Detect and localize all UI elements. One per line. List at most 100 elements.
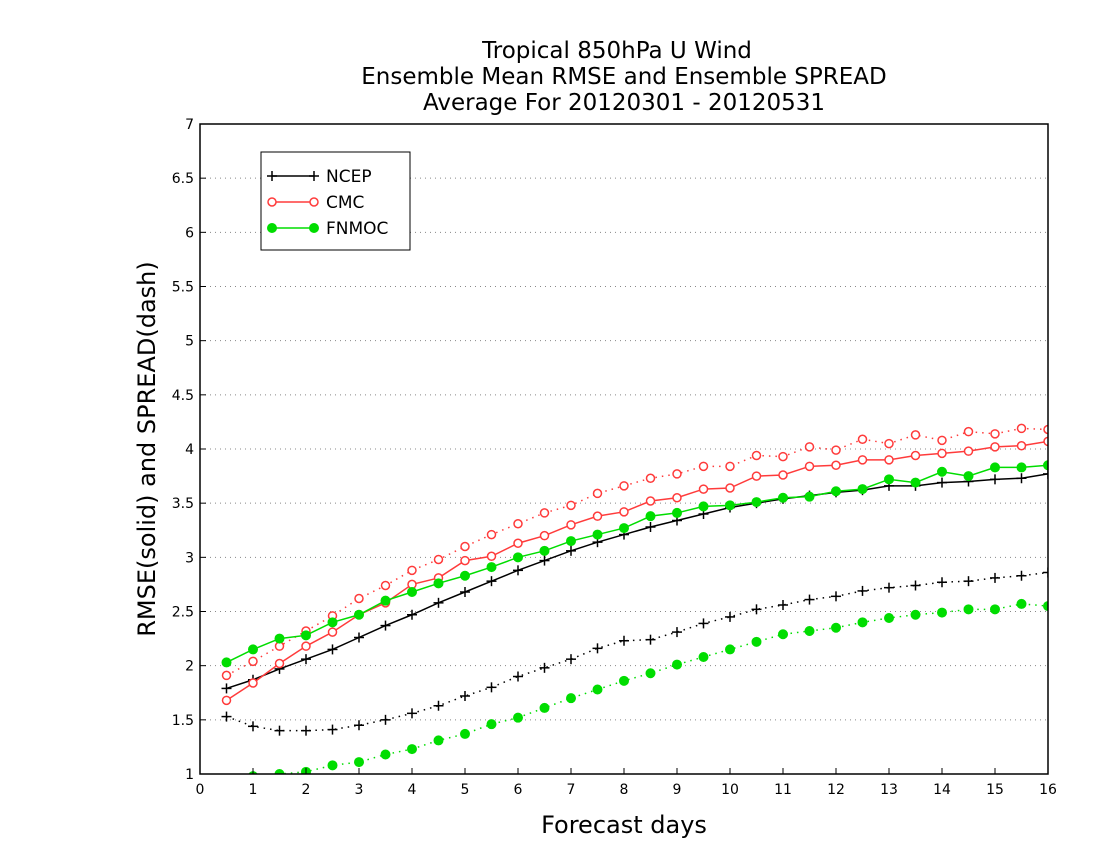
series-fnmoc-spread-point xyxy=(539,702,550,713)
series-fnmoc-spread-point xyxy=(407,744,417,755)
series-fnmoc-rmse-point xyxy=(460,570,470,581)
series-fnmoc-rmse-point xyxy=(248,644,258,655)
series-fnmoc-spread-point xyxy=(592,684,603,695)
series-ncep-spread-point xyxy=(698,618,709,629)
series-ncep-rmse-point xyxy=(327,644,338,655)
series-cmc-spread-point xyxy=(672,469,682,479)
series-cmc-spread-point xyxy=(910,430,921,440)
axis-ticks: 11.522.533.544.555.566.570 1 2 3 4 5 6 7 8 9 10 11 1… xyxy=(172,117,1057,798)
series-cmc-spread-point xyxy=(725,461,735,472)
series-ncep-rmse-point xyxy=(990,474,1000,485)
series-fnmoc-spread-point xyxy=(857,617,868,628)
y-tick-label: 6 xyxy=(185,225,194,241)
x-tick-label: 11 xyxy=(774,782,792,798)
series-fnmoc-rmse-point xyxy=(301,630,311,641)
series-fnmoc-rmse-point xyxy=(804,491,815,502)
chart-title-line-1: Tropical 850hPa U Wind xyxy=(481,38,752,64)
series-cmc-rmse-point xyxy=(1016,441,1027,451)
y-tick-label: 3.5 xyxy=(172,496,194,512)
series-ncep-spread-point xyxy=(910,580,921,591)
series-fnmoc-spread-point xyxy=(274,769,285,774)
series-cmc-rmse-point xyxy=(778,470,788,480)
series-ncep-spread-point xyxy=(990,572,1000,583)
series-cmc-spread-point xyxy=(857,434,868,444)
series-fnmoc-spread-point xyxy=(619,675,629,686)
series-ncep-spread-point xyxy=(221,711,232,722)
chart-title-line-3: Average For 20120301 - 20120531 xyxy=(423,90,825,116)
series-ncep-rmse-point xyxy=(433,597,444,608)
series-cmc-spread-point xyxy=(990,429,1000,439)
series-ncep-rmse-point xyxy=(513,565,523,576)
series-ncep-rmse-point xyxy=(1016,473,1027,484)
series-fnmoc-spread-point xyxy=(354,757,364,768)
series-cmc-spread-point xyxy=(778,451,788,462)
series-ncep-spread-point xyxy=(513,671,523,682)
series-cmc-rmse-point xyxy=(672,493,682,503)
y-tick-label: 1.5 xyxy=(172,713,194,729)
series-cmc-rmse-point xyxy=(910,450,921,461)
series-cmc-spread-point xyxy=(645,473,656,483)
series-fnmoc-rmse-point xyxy=(725,500,735,511)
legend-label-fnmoc: FNMOC xyxy=(326,219,388,239)
series-cmc-spread-point xyxy=(1043,424,1048,435)
series-cmc-spread-point xyxy=(619,481,629,491)
series-ncep-spread-point xyxy=(619,635,629,646)
series-fnmoc-spread-point xyxy=(804,626,815,636)
series-cmc-rmse-point xyxy=(937,448,947,459)
series-fnmoc-rmse-point xyxy=(672,507,682,518)
series-fnmoc-spread-point xyxy=(963,604,974,615)
series-cmc-rmse-point xyxy=(1043,436,1048,447)
series-ncep-spread-point xyxy=(857,585,868,596)
series-cmc-spread-point xyxy=(539,508,550,518)
series-fnmoc-rmse-point xyxy=(619,523,629,534)
series-ncep-spread-point xyxy=(380,714,391,725)
series-fnmoc-spread-point xyxy=(645,668,656,679)
series-fnmoc-rmse-point xyxy=(884,474,894,485)
series-cmc-spread-point xyxy=(221,670,232,681)
series-fnmoc-rmse-line xyxy=(226,464,1048,664)
series-fnmoc-rmse-point xyxy=(1016,462,1027,473)
series-ncep-spread-point xyxy=(751,604,762,615)
series-fnmoc-rmse-point xyxy=(937,466,947,477)
series-fnmoc-rmse-point xyxy=(1043,460,1048,471)
series-ncep-spread-point xyxy=(486,682,497,693)
series-ncep-spread-point xyxy=(645,634,656,645)
series-fnmoc-rmse-point xyxy=(910,477,921,488)
series-ncep-spread-point xyxy=(539,662,550,673)
series-ncep-spread-point xyxy=(725,611,735,622)
x-tick-label: 13 xyxy=(880,782,898,798)
series-fnmoc-rmse-point xyxy=(221,657,232,668)
legend-marker xyxy=(267,223,277,233)
series-ncep-spread-point xyxy=(354,720,364,731)
series-ncep-rmse-point xyxy=(645,522,656,532)
legend-box xyxy=(260,151,411,251)
series-cmc-rmse-point xyxy=(990,442,1000,452)
legend-marker xyxy=(267,171,277,181)
series-ncep-spread-point xyxy=(1043,567,1048,578)
legend-label-ncep: NCEP xyxy=(326,167,372,187)
series-cmc-spread-point xyxy=(963,426,974,437)
x-tick-label: 10 xyxy=(721,782,739,798)
legend-marker xyxy=(309,197,319,207)
x-tick-label: 4 xyxy=(408,782,417,798)
y-tick-label: 5.5 xyxy=(172,280,194,296)
x-tick-label: 14 xyxy=(933,782,951,798)
series-fnmoc-rmse-point xyxy=(433,578,444,589)
series-cmc-spread-point xyxy=(831,445,841,455)
series-ncep-spread-point xyxy=(327,724,338,735)
y-tick-label: 1 xyxy=(185,767,194,783)
series-ncep-rmse-point xyxy=(301,654,311,665)
series-ncep-spread-point xyxy=(778,600,788,610)
series-cmc-spread-point xyxy=(751,450,762,461)
series-fnmoc-spread-point xyxy=(990,604,1000,615)
series-fnmoc-spread-point xyxy=(380,749,391,760)
x-tick-label: 6 xyxy=(514,782,523,798)
series-fnmoc-rmse-point xyxy=(645,511,656,522)
series-cmc-spread-point xyxy=(698,461,709,472)
y-tick-label: 4 xyxy=(185,442,194,458)
legend-marker xyxy=(309,223,319,233)
x-tick-label: 5 xyxy=(461,782,470,798)
series-fnmoc-spread-point xyxy=(486,719,497,730)
series-fnmoc-rmse-point xyxy=(539,545,550,556)
